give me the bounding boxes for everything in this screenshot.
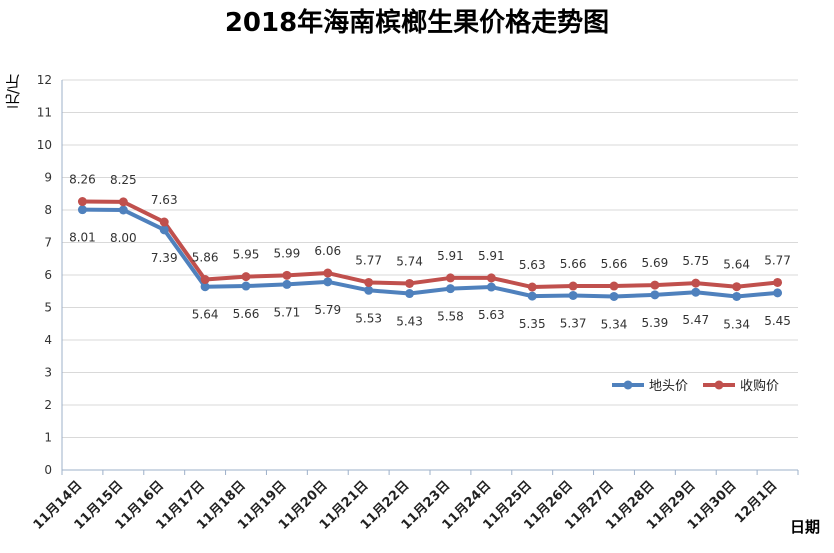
- data-point: [77, 197, 87, 207]
- data-label: 5.64: [723, 258, 750, 272]
- legend-marker: [623, 380, 633, 390]
- data-point: [405, 289, 415, 299]
- data-point: [609, 281, 619, 291]
- data-label: 5.74: [396, 254, 423, 268]
- data-point: [118, 205, 128, 215]
- data-point: [200, 275, 210, 285]
- data-label: 8.25: [110, 173, 137, 187]
- data-point: [773, 288, 783, 298]
- data-label: 5.99: [274, 246, 301, 260]
- data-point: [323, 268, 333, 278]
- data-label: 5.75: [682, 254, 709, 268]
- data-point: [241, 272, 251, 282]
- data-label: 5.66: [560, 257, 587, 271]
- data-point: [650, 290, 660, 300]
- legend-label: 地头价: [649, 379, 688, 394]
- data-label: 8.26: [69, 173, 96, 187]
- y-tick-label: 10: [37, 138, 52, 152]
- data-point: [241, 281, 251, 291]
- data-point: [609, 291, 619, 301]
- y-tick-label: 4: [44, 333, 52, 347]
- legend-label: 收购价: [740, 378, 779, 394]
- series-line: [82, 199, 778, 290]
- data-label: 5.77: [764, 253, 791, 267]
- data-point: [691, 278, 701, 288]
- data-label: 8.00: [110, 231, 137, 245]
- data-label: 5.66: [233, 307, 260, 321]
- data-label: 5.71: [274, 305, 301, 319]
- data-label: 5.45: [764, 314, 791, 328]
- data-point: [405, 278, 415, 288]
- data-label: 5.95: [233, 248, 260, 262]
- data-point: [486, 273, 496, 283]
- data-point: [650, 280, 660, 290]
- data-point: [282, 279, 292, 289]
- data-label: 5.43: [396, 315, 423, 329]
- y-tick-label: 1: [44, 431, 52, 445]
- series-line: [82, 207, 778, 299]
- data-label: 5.34: [601, 317, 628, 331]
- data-point: [118, 197, 128, 207]
- y-tick-label: 11: [37, 106, 52, 120]
- data-label: 8.01: [69, 231, 96, 245]
- y-tick-label: 0: [44, 463, 52, 477]
- data-point: [159, 225, 169, 235]
- data-point: [445, 273, 455, 283]
- data-point: [159, 217, 169, 227]
- data-point: [77, 205, 87, 215]
- data-point: [527, 291, 537, 301]
- x-axis-label: 日期: [789, 518, 820, 536]
- data-point: [527, 282, 537, 292]
- data-label: 5.64: [192, 308, 219, 322]
- data-label: 5.91: [478, 249, 505, 263]
- data-label: 5.66: [601, 257, 628, 271]
- data-label: 5.47: [682, 313, 709, 327]
- y-tick-label: 8: [44, 203, 52, 217]
- data-point: [568, 290, 578, 300]
- y-tick-label: 7: [44, 236, 52, 250]
- data-point: [364, 285, 374, 295]
- data-point: [486, 282, 496, 292]
- data-label: 5.69: [642, 256, 669, 270]
- data-label: 5.86: [192, 251, 219, 265]
- data-label: 5.63: [478, 308, 505, 322]
- data-point: [773, 277, 783, 287]
- data-label: 5.63: [519, 258, 546, 272]
- data-point: [568, 281, 578, 291]
- data-point: [691, 287, 701, 297]
- y-tick-label: 3: [44, 366, 52, 380]
- data-label: 5.79: [314, 303, 341, 317]
- data-label: 5.53: [355, 311, 382, 325]
- data-label: 5.91: [437, 249, 464, 263]
- data-label: 5.77: [355, 253, 382, 267]
- data-point: [364, 277, 374, 287]
- data-label: 5.39: [642, 316, 669, 330]
- data-label: 5.37: [560, 316, 587, 330]
- data-label: 6.06: [314, 244, 341, 258]
- y-tick-label: 2: [44, 398, 52, 412]
- data-point: [200, 282, 210, 292]
- data-point: [445, 284, 455, 294]
- data-label: 7.39: [151, 251, 178, 265]
- y-tick-label: 9: [44, 171, 52, 185]
- data-point: [323, 277, 333, 287]
- data-point: [732, 282, 742, 292]
- y-tick-label: 12: [37, 73, 52, 87]
- data-point: [282, 270, 292, 280]
- data-label: 5.58: [437, 310, 464, 324]
- data-label: 5.34: [723, 317, 750, 331]
- y-tick-label: 6: [44, 268, 52, 282]
- y-tick-label: 5: [44, 301, 52, 315]
- data-label: 5.35: [519, 317, 546, 331]
- legend-marker: [714, 380, 724, 390]
- chart-title: 2018年海南槟榔生果价格走势图: [224, 8, 610, 38]
- data-point: [732, 291, 742, 301]
- x-tick-label: 12月1日: [732, 478, 780, 526]
- data-label: 7.63: [151, 193, 178, 207]
